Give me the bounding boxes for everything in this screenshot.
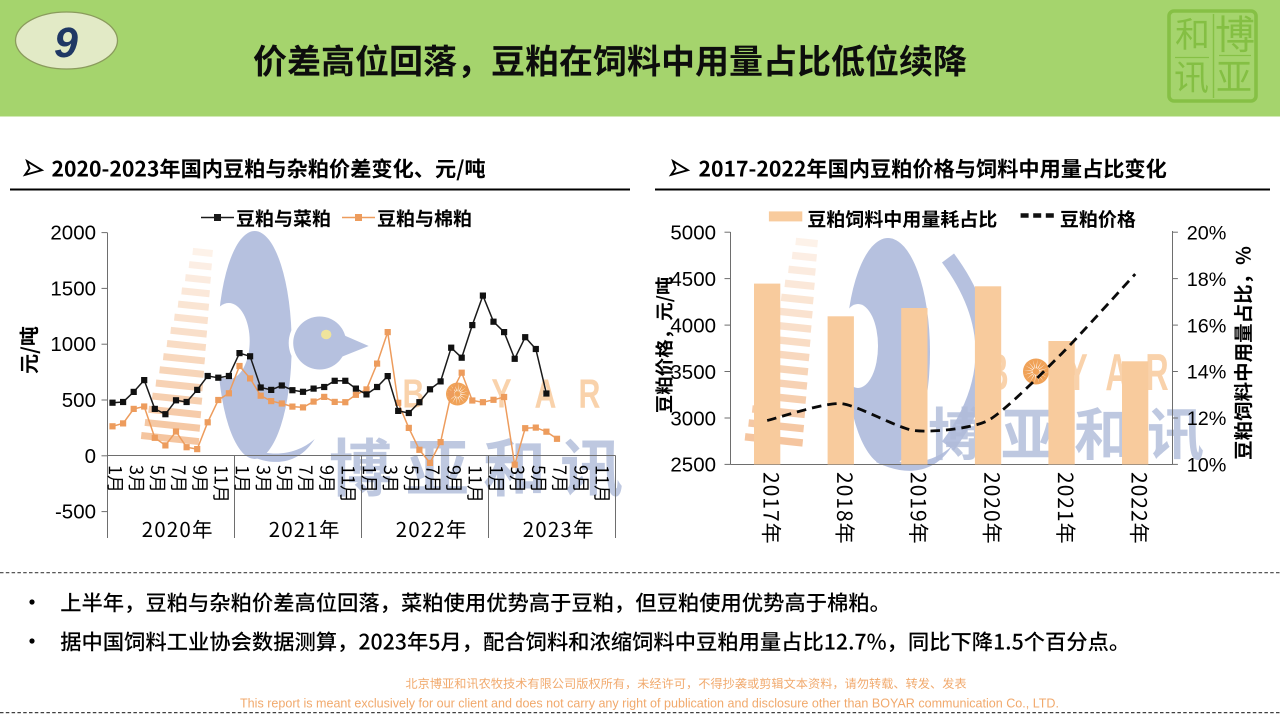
svg-text:4500: 4500 [670,268,716,291]
svg-text:20%: 20% [1187,222,1227,244]
svg-text:9: 9 [54,19,78,67]
svg-text:This report is meant exclusive: This report is meant exclusively for our… [240,697,1059,711]
svg-text:2500: 2500 [670,454,716,477]
svg-text:3500: 3500 [670,361,716,384]
svg-text:500: 500 [62,389,96,412]
svg-text:5000: 5000 [670,222,716,245]
svg-text:4000: 4000 [670,314,716,337]
svg-text:B: B [403,370,425,417]
svg-text:R: R [1145,344,1168,402]
svg-text:12%: 12% [1187,408,1227,430]
svg-text:16%: 16% [1187,315,1227,337]
svg-text:2000: 2000 [50,222,96,245]
svg-text:3000: 3000 [670,407,716,430]
svg-text:0: 0 [85,445,96,468]
svg-text:18%: 18% [1187,269,1227,291]
svg-text:-500: -500 [55,501,96,524]
svg-text:14%: 14% [1187,362,1227,384]
svg-text:R: R [579,370,601,417]
svg-text:1500: 1500 [50,277,96,300]
svg-text:10%: 10% [1187,455,1227,477]
svg-text:Y: Y [491,370,511,417]
svg-text:1000: 1000 [50,333,96,356]
